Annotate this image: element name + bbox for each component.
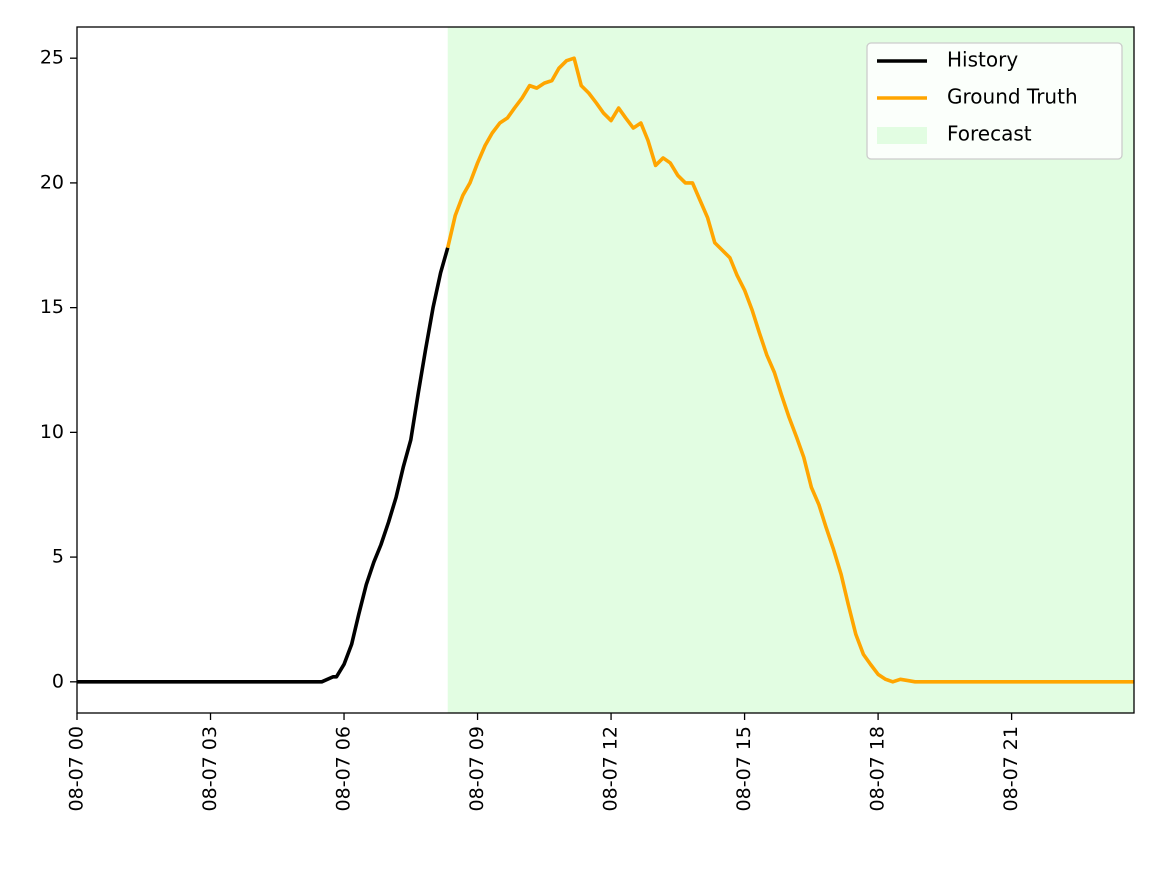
- series-line-ground-truth: [445, 56, 1134, 684]
- legend: History Ground Truth Forecast: [866, 42, 1123, 160]
- y-tick-label: 10: [40, 421, 64, 443]
- legend-box: [866, 42, 1123, 160]
- x-tick-label: 08-07 03: [199, 726, 221, 811]
- y-tick-label: 0: [52, 670, 64, 692]
- legend-label-ground-truth: Ground Truth: [947, 85, 1078, 109]
- legend-swatch-forecast: [877, 127, 927, 144]
- x-tick-label: 08-07 21: [1000, 726, 1022, 811]
- x-tick-label: 08-07 15: [733, 726, 755, 811]
- legend-label-forecast: Forecast: [947, 122, 1032, 146]
- legend-label-history: History: [947, 48, 1018, 72]
- x-tick-label: 08-07 18: [867, 726, 889, 811]
- y-tick-label: 20: [40, 171, 64, 193]
- y-tick-label: 25: [40, 47, 64, 69]
- x-axis: 08-07 00 08-07 03 08-07 06 08-07 09 08-07 12…: [66, 713, 1022, 811]
- x-tick-label: 08-07 00: [66, 726, 88, 811]
- y-axis: 0 5 10 15 20 25: [40, 47, 77, 692]
- plot-area-frame: [76, 26, 1135, 714]
- x-tick-label: 08-07 06: [333, 726, 355, 811]
- x-tick-label: 08-07 09: [466, 726, 488, 811]
- y-tick-label: 5: [52, 546, 64, 568]
- series-layer: [77, 56, 1134, 684]
- x-tick-label: 08-07 12: [600, 726, 622, 811]
- y-tick-label: 15: [40, 296, 64, 318]
- series-line-history: [77, 247, 450, 684]
